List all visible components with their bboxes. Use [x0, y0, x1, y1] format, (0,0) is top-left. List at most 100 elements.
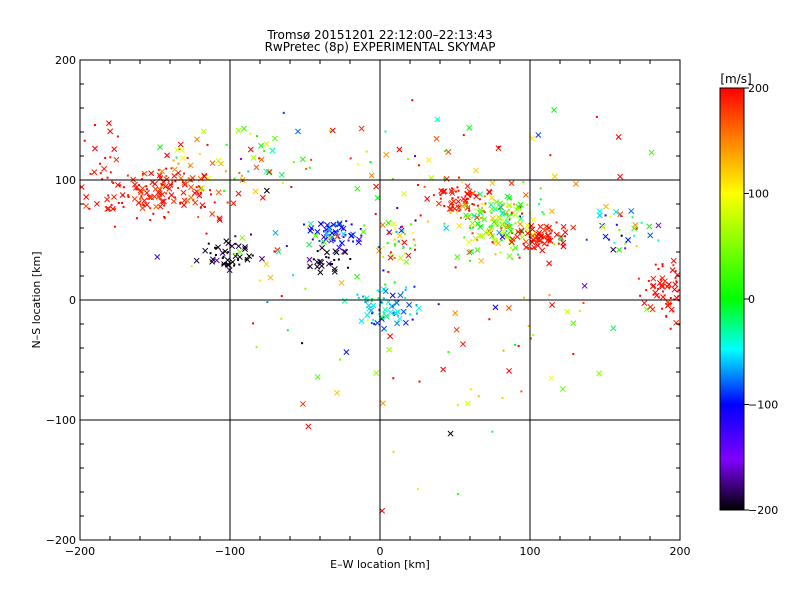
data-point-cross	[259, 255, 265, 262]
data-point-dot	[372, 318, 375, 321]
data-point-cross	[647, 232, 654, 239]
data-point-dot	[499, 208, 502, 211]
data-point-cross	[560, 239, 567, 246]
data-point-dot	[676, 290, 679, 293]
data-point-dot	[374, 212, 377, 215]
data-point-cross	[325, 260, 332, 267]
data-point-cross	[382, 288, 389, 295]
data-point-dot	[471, 232, 474, 235]
data-point-dot	[409, 247, 412, 250]
data-point-dot	[365, 150, 368, 153]
data-point-dot	[349, 157, 352, 160]
data-point-dot	[477, 395, 480, 398]
data-point-dot	[490, 224, 493, 227]
data-point-dot	[473, 224, 476, 227]
data-point-dot	[224, 261, 227, 264]
data-point-cross	[536, 229, 543, 236]
data-point-dot	[138, 184, 141, 187]
data-point-cross	[441, 188, 448, 195]
data-point-cross	[394, 308, 401, 315]
data-point-cross	[650, 275, 657, 282]
data-point-dot	[373, 322, 376, 325]
data-point-dot	[492, 242, 495, 245]
data-point-dot	[414, 219, 417, 222]
data-point-cross	[338, 279, 345, 286]
data-point-dot	[663, 294, 666, 297]
data-point-cross	[168, 192, 175, 198]
data-point-cross	[202, 247, 209, 254]
data-point-cross	[374, 320, 381, 326]
data-point-dot	[140, 194, 143, 197]
data-point-cross	[160, 198, 167, 205]
data-point-dot	[135, 217, 138, 220]
data-point-dot	[238, 171, 241, 174]
data-point-cross	[163, 176, 170, 183]
data-point-dot	[510, 211, 513, 214]
data-point-cross	[200, 128, 207, 135]
data-point-dot	[499, 251, 502, 254]
data-point-cross	[425, 156, 432, 163]
data-point-cross	[263, 261, 270, 268]
data-point-dot	[369, 160, 372, 163]
data-point-cross	[505, 305, 512, 312]
colorbar-ticks: 200 100 0 −100 −200	[744, 82, 778, 517]
data-point-dot	[620, 234, 623, 237]
data-point-dot	[290, 186, 293, 189]
data-point-cross	[314, 228, 321, 235]
data-point-cross	[242, 246, 248, 253]
data-point-dot	[516, 230, 519, 233]
data-point-cross	[336, 220, 343, 227]
data-point-dot	[510, 213, 513, 216]
data-point-dot	[608, 238, 611, 241]
data-point-dot	[541, 211, 544, 214]
data-point-cross	[241, 125, 247, 132]
data-point-dot	[392, 377, 395, 380]
data-point-dot	[394, 227, 397, 230]
data-point-cross	[424, 195, 431, 202]
data-point-cross	[562, 229, 569, 236]
data-point-cross	[217, 160, 224, 167]
data-point-cross	[299, 156, 306, 163]
data-point-dot	[508, 218, 511, 221]
data-point-dot	[539, 239, 542, 242]
data-point-dot	[83, 139, 86, 142]
data-point-cross	[258, 156, 265, 163]
data-point-cross	[167, 181, 174, 188]
data-point-dot	[384, 283, 387, 286]
data-point-dot	[530, 247, 533, 250]
data-point-cross	[159, 198, 166, 205]
y-tick-label: 0	[69, 294, 76, 307]
data-point-cross	[365, 302, 372, 309]
data-point-cross	[312, 232, 319, 239]
data-point-dot	[122, 186, 125, 189]
data-point-cross	[460, 341, 466, 348]
data-point-dot	[195, 186, 198, 189]
data-point-cross	[215, 244, 222, 251]
data-point-dot	[495, 239, 498, 242]
data-point-dot	[456, 493, 459, 496]
data-point-dot	[560, 239, 563, 242]
data-point-cross	[114, 181, 121, 188]
data-point-dot	[396, 207, 399, 210]
data-point-dot	[342, 235, 345, 238]
data-point-dot	[521, 212, 524, 215]
data-point-cross	[387, 333, 394, 340]
data-point-dot	[233, 177, 236, 180]
data-point-dot	[455, 211, 458, 214]
data-point-cross	[648, 149, 655, 156]
data-point-cross	[448, 188, 455, 195]
data-point-cross	[481, 216, 488, 223]
data-point-cross	[530, 217, 537, 223]
data-point-cross	[453, 326, 460, 333]
data-point-dot	[198, 152, 201, 155]
x-axis-ticks: −200 −100 0 100 200	[65, 60, 691, 558]
data-point-dot	[357, 163, 360, 166]
data-point-cross	[242, 244, 249, 251]
data-point-cross	[672, 281, 679, 288]
data-point-cross	[415, 305, 422, 312]
data-point-cross	[647, 304, 654, 310]
data-point-cross	[137, 187, 144, 194]
data-point-dot	[660, 307, 663, 310]
data-point-dot	[472, 192, 475, 195]
y-axis-label: N–S location [km]	[30, 251, 43, 348]
